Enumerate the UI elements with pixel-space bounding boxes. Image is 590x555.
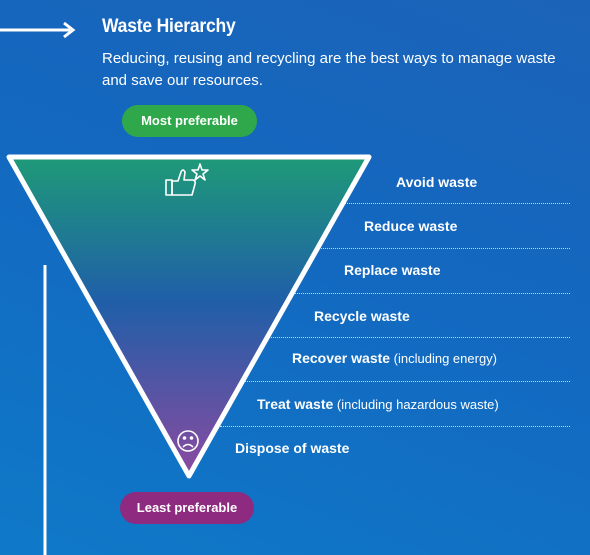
level-divider bbox=[220, 426, 570, 427]
level-label-replace: Replace waste bbox=[344, 262, 441, 278]
sad-face-icon bbox=[177, 430, 199, 452]
least-preferable-badge: Least preferable bbox=[120, 492, 254, 524]
level-label-reduce: Reduce waste bbox=[364, 218, 458, 234]
hierarchy-funnel bbox=[6, 154, 372, 479]
page-subtitle: Reducing, reusing and recycling are the … bbox=[102, 50, 556, 89]
level-label-dispose: Dispose of waste bbox=[235, 440, 350, 456]
most-preferable-badge: Most preferable bbox=[122, 105, 257, 137]
level-divider bbox=[268, 337, 570, 338]
level-divider bbox=[244, 381, 570, 382]
level-divider bbox=[316, 248, 570, 249]
thumbs-up-star-icon bbox=[165, 163, 209, 196]
arrow-right-icon bbox=[0, 21, 76, 39]
level-label-recover: Recover waste (including energy) bbox=[292, 350, 498, 366]
level-divider bbox=[292, 293, 570, 294]
level-divider bbox=[340, 203, 570, 204]
level-label-avoid: Avoid waste bbox=[396, 174, 478, 190]
page-title: Waste Hierarchy bbox=[102, 16, 236, 37]
level-label-recycle: Recycle waste bbox=[314, 308, 410, 324]
level-label-treat: Treat waste (including hazardous waste) bbox=[257, 396, 499, 412]
